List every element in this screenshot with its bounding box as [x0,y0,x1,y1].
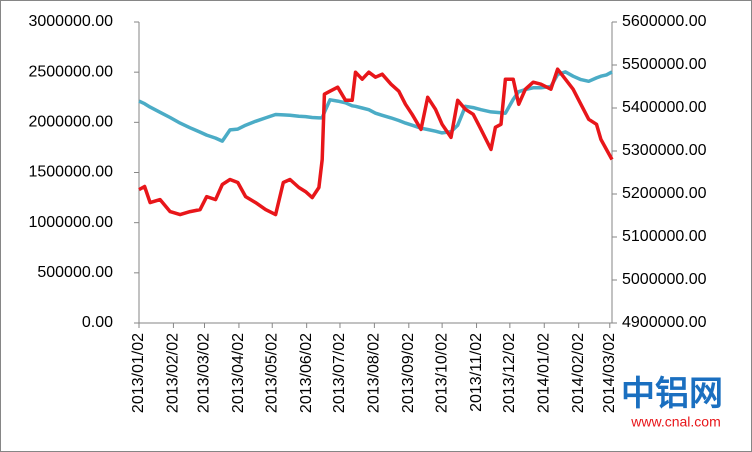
y2-tick-label: 4900000.00 [622,314,707,331]
series-line [138,70,613,143]
y2-tick-label: 5100000.00 [622,228,707,245]
y2-tick-label: 5600000.00 [622,13,707,30]
x-tick-label: 2014/02/02 [570,333,587,413]
x-tick-label: 2013/03/02 [196,333,213,413]
x-tick-label: 2013/06/02 [298,333,315,413]
y-tick-label: 1000000.00 [28,214,113,231]
watermark-logo: 中铝网 [621,375,723,413]
y-tick-label: 3000000.00 [28,13,113,30]
y-tick-label: 2500000.00 [28,63,113,80]
y2-tick-label: 5000000.00 [622,271,707,288]
y2-tick-label: 5500000.00 [622,56,707,73]
y2-tick-label: 5300000.00 [622,142,707,159]
x-tick-label: 2014/03/02 [601,333,618,413]
y-tick-label: 1500000.00 [28,164,113,181]
watermark-url: www.cnal.com [630,414,720,430]
y2-tick-label: 5200000.00 [622,185,707,202]
y-tick-label: 2000000.00 [28,114,113,131]
x-tick-label: 2013/07/02 [331,333,348,413]
x-tick-label: 2013/04/02 [230,333,247,413]
x-tick-label: 2013/02/02 [165,333,182,413]
x-tick-label: 2013/12/02 [501,333,518,413]
x-tick-label: 2014/01/02 [535,333,552,413]
y-tick-label: 500000.00 [37,264,113,281]
x-tick-label: 2013/01/02 [130,333,147,413]
y2-tick-label: 5400000.00 [622,99,707,116]
y-tick-label: 0.00 [82,314,113,331]
x-tick-label: 2013/10/02 [433,333,450,413]
x-tick-label: 2013/11/02 [468,333,485,412]
x-tick-label: 2013/05/02 [263,333,280,413]
x-tick-label: 2013/08/02 [366,333,383,413]
series-line [138,67,614,217]
x-tick-label: 2013/09/02 [400,333,417,413]
